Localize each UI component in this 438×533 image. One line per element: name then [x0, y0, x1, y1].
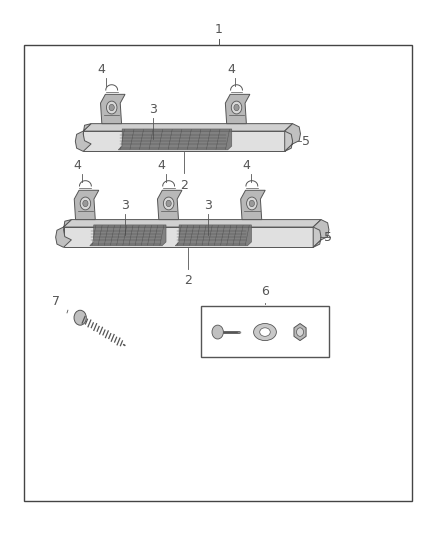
Polygon shape	[157, 190, 182, 220]
Polygon shape	[64, 220, 321, 227]
Polygon shape	[285, 124, 293, 151]
Circle shape	[83, 200, 88, 207]
Text: 6: 6	[261, 286, 269, 298]
Circle shape	[163, 197, 174, 210]
Text: 2: 2	[180, 179, 188, 191]
Text: 3: 3	[121, 199, 129, 212]
Circle shape	[249, 200, 254, 207]
Polygon shape	[240, 190, 265, 220]
Text: 4: 4	[157, 159, 165, 172]
Polygon shape	[83, 131, 285, 151]
Ellipse shape	[260, 328, 270, 336]
Polygon shape	[313, 220, 329, 247]
Polygon shape	[75, 124, 91, 151]
Circle shape	[297, 328, 304, 336]
Text: 5: 5	[324, 231, 332, 244]
Text: 4: 4	[243, 159, 251, 172]
Text: 5: 5	[302, 135, 310, 148]
Polygon shape	[90, 225, 166, 246]
Circle shape	[80, 197, 91, 210]
Polygon shape	[226, 94, 250, 124]
Polygon shape	[56, 220, 71, 247]
Polygon shape	[313, 220, 321, 247]
Text: 7: 7	[53, 295, 60, 308]
Circle shape	[212, 325, 223, 339]
Text: 3: 3	[204, 199, 212, 212]
Polygon shape	[175, 225, 251, 246]
Polygon shape	[64, 227, 313, 247]
Circle shape	[234, 104, 239, 111]
Text: 4: 4	[98, 63, 106, 76]
Polygon shape	[74, 190, 99, 220]
Circle shape	[74, 310, 86, 325]
Text: 4: 4	[227, 63, 235, 76]
Polygon shape	[285, 124, 300, 151]
Circle shape	[166, 200, 171, 207]
Polygon shape	[118, 129, 232, 150]
Circle shape	[106, 101, 117, 114]
Bar	[201, 306, 328, 357]
Bar	[24, 45, 412, 501]
Circle shape	[109, 104, 114, 111]
Polygon shape	[100, 94, 125, 124]
Circle shape	[231, 101, 242, 114]
Text: 3: 3	[149, 103, 157, 116]
Polygon shape	[294, 324, 306, 341]
Text: 1: 1	[215, 23, 223, 36]
Text: 4: 4	[74, 159, 81, 172]
Polygon shape	[83, 124, 293, 131]
Circle shape	[247, 197, 257, 210]
Ellipse shape	[254, 324, 276, 341]
Text: 2: 2	[184, 274, 192, 287]
